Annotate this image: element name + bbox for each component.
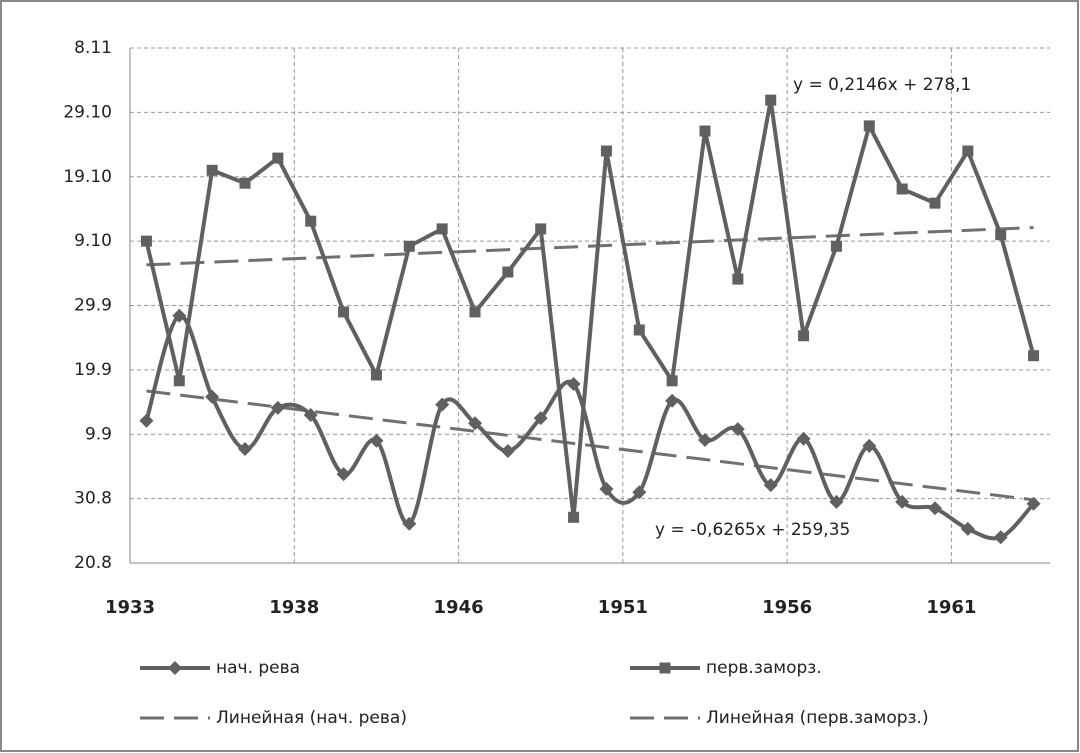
point xyxy=(863,120,875,132)
point xyxy=(765,94,777,106)
point xyxy=(665,393,680,408)
point xyxy=(929,197,941,209)
point xyxy=(338,306,350,318)
point xyxy=(796,431,811,446)
y-tick-label: 9.9 xyxy=(85,424,112,444)
x-tick-label: 1933 xyxy=(105,597,155,618)
point xyxy=(336,467,351,482)
y-tick-label: 8.11 xyxy=(74,38,112,58)
point xyxy=(173,375,185,387)
point xyxy=(1028,350,1040,362)
y-tick-label: 30.8 xyxy=(74,489,112,509)
legend-label: Линейная (нач. рева) xyxy=(216,708,407,728)
point xyxy=(238,442,252,457)
point xyxy=(568,511,580,523)
point xyxy=(139,413,154,428)
series-line xyxy=(144,99,1036,518)
point xyxy=(468,416,482,431)
legend-label: перв.заморз. xyxy=(706,658,822,678)
point xyxy=(369,433,384,448)
point xyxy=(303,407,318,422)
y-tick-label: 20.8 xyxy=(74,553,112,573)
y-tick-label: 29.10 xyxy=(63,102,112,122)
trendline xyxy=(146,226,1034,267)
x-tick-label: 1938 xyxy=(269,597,319,618)
point xyxy=(632,485,647,500)
point xyxy=(502,266,514,278)
x-tick-label: 1951 xyxy=(598,597,648,618)
point xyxy=(993,530,1008,545)
point xyxy=(402,516,417,531)
trend-equation: y = -0,6265x + 259,35 xyxy=(655,520,850,540)
point xyxy=(533,411,548,426)
point xyxy=(862,438,877,453)
point xyxy=(895,494,910,509)
point xyxy=(666,375,678,387)
point xyxy=(435,397,450,412)
x-tick-label: 1956 xyxy=(762,597,812,618)
point xyxy=(566,377,581,392)
point xyxy=(732,273,744,285)
legend-marker xyxy=(168,661,182,675)
point xyxy=(305,215,317,227)
point xyxy=(403,240,415,252)
point xyxy=(798,330,810,342)
point xyxy=(370,369,382,381)
point xyxy=(896,183,908,195)
point xyxy=(600,145,612,157)
point xyxy=(469,306,481,318)
point xyxy=(633,324,645,336)
point xyxy=(730,422,745,437)
trend-equation: y = 0,2146x + 278,1 xyxy=(793,75,971,95)
point xyxy=(699,125,711,137)
point xyxy=(535,223,547,235)
point xyxy=(239,177,251,189)
point xyxy=(205,389,220,404)
y-tick-label: 19.10 xyxy=(63,167,112,187)
point xyxy=(830,240,842,252)
point xyxy=(995,229,1007,241)
point xyxy=(500,443,515,458)
trendline xyxy=(146,389,1034,502)
y-tick-label: 9.10 xyxy=(74,231,112,251)
point xyxy=(1026,496,1041,511)
point xyxy=(140,235,152,247)
point xyxy=(270,400,285,415)
x-tick-label: 1961 xyxy=(926,597,976,618)
legend-label: Линейная (перв.заморз.) xyxy=(706,708,929,728)
point xyxy=(272,152,284,164)
point xyxy=(829,494,844,509)
legend-marker xyxy=(659,662,671,674)
point xyxy=(928,501,942,516)
point xyxy=(599,481,614,496)
legend-label: нач. рева xyxy=(216,658,300,678)
point xyxy=(206,164,218,176)
y-tick-label: 29.9 xyxy=(74,296,112,316)
point xyxy=(960,521,975,536)
y-tick-label: 19.9 xyxy=(74,360,112,380)
point xyxy=(436,223,448,235)
point xyxy=(698,433,712,448)
x-tick-label: 1946 xyxy=(434,597,484,618)
point xyxy=(763,478,778,493)
point xyxy=(962,145,974,157)
point xyxy=(172,308,187,323)
